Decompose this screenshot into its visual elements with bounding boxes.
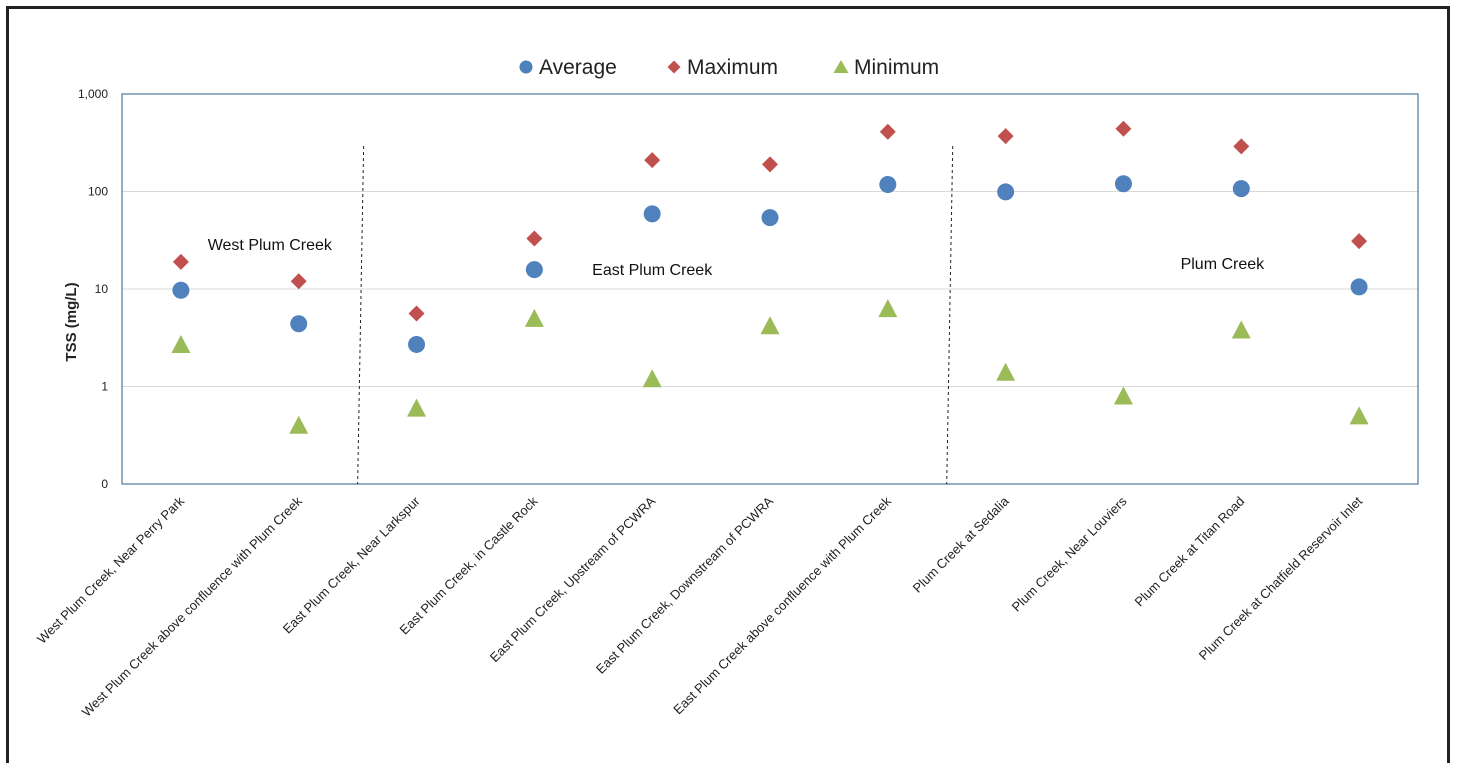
legend: Average Maximum Minimum	[519, 56, 939, 79]
group-separator	[946, 145, 954, 485]
legend-label: Maximum	[687, 56, 778, 79]
maximum-point	[1351, 233, 1368, 250]
group-label: West Plum Creek	[208, 237, 333, 254]
minimum-point	[1349, 406, 1369, 425]
average-point	[1232, 180, 1250, 198]
x-tick-label: East Plum Creek, in Castle Rock	[397, 493, 541, 637]
legend-label: Average	[539, 56, 617, 79]
data-markers	[171, 120, 1369, 434]
y-axis-ticks: 0 1 10 100 1,000	[78, 87, 108, 491]
average-point	[408, 335, 426, 353]
legend-label: Minimum	[854, 56, 939, 79]
maximum-point	[644, 152, 661, 169]
maximum-point	[408, 305, 425, 322]
x-tick-label: East Plum Creek above confluence with Pl…	[670, 493, 894, 717]
maximum-point	[879, 123, 896, 140]
legend-average-marker	[519, 60, 533, 74]
x-tick-label: East Plum Creek, Near Larkspur	[280, 493, 423, 636]
average-point	[290, 315, 308, 333]
average-point	[525, 261, 543, 279]
minimum-point	[996, 362, 1016, 381]
minimum-point	[760, 316, 780, 335]
y-tick-label: 1,000	[78, 87, 108, 101]
group-labels: West Plum Creek East Plum Creek Plum Creek	[208, 237, 1265, 279]
maximum-point	[1233, 138, 1250, 155]
legend-minimum-marker	[833, 60, 849, 73]
average-point	[761, 209, 779, 227]
minimum-point	[1113, 386, 1133, 405]
minimum-point	[289, 415, 309, 434]
average-point	[643, 205, 661, 223]
y-tick-label: 1	[101, 380, 108, 394]
plot-area	[121, 93, 1419, 485]
maximum-point	[997, 128, 1014, 145]
maximum-point	[526, 230, 543, 247]
minimum-point	[878, 299, 898, 318]
minimum-point	[171, 334, 191, 353]
average-point	[172, 281, 190, 299]
maximum-point	[762, 156, 778, 173]
average-point	[879, 175, 897, 193]
y-tick-label: 100	[88, 185, 108, 199]
group-label: East Plum Creek	[592, 262, 713, 279]
group-label: Plum Creek	[1181, 256, 1266, 273]
x-tick-label: Plum Creek at Sedalia	[910, 493, 1013, 596]
x-tick-label: Plum Creek, Near Louviers	[1009, 493, 1130, 614]
maximum-point	[1115, 120, 1132, 137]
average-point	[997, 183, 1015, 201]
y-axis-label: TSS (mg/L)	[63, 282, 80, 361]
minimum-point	[1231, 320, 1251, 339]
group-separator	[357, 145, 365, 485]
y-tick-label: 0	[101, 477, 108, 491]
maximum-point	[290, 273, 307, 290]
group-separators	[357, 145, 954, 485]
minimum-point	[642, 369, 662, 388]
gridlines	[122, 191, 1418, 387]
x-tick-label: Plum Creek at Titan Road	[1132, 494, 1248, 610]
average-point	[1350, 278, 1368, 296]
x-tick-label: West Plum Creek above confluence with Pl…	[79, 493, 305, 719]
legend-maximum-marker	[667, 60, 681, 74]
minimum-point	[407, 398, 427, 417]
chart-frame	[6, 6, 1450, 763]
maximum-point	[172, 253, 189, 270]
y-tick-label: 10	[95, 282, 109, 296]
minimum-point	[524, 308, 544, 327]
average-point	[1114, 175, 1132, 193]
